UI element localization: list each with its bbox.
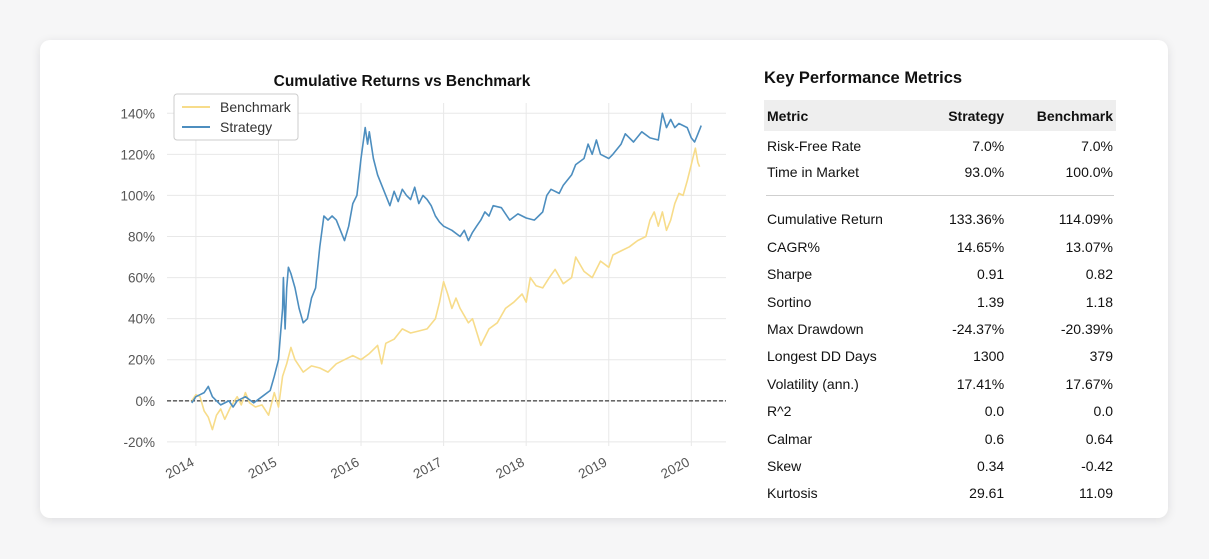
y-tick-label: 140% <box>120 106 155 121</box>
metrics-title: Key Performance Metrics <box>764 69 963 87</box>
strategy-value: 0.0 <box>984 403 1005 420</box>
benchmark-value: 114.09% <box>1058 211 1113 228</box>
metric-row: Time in Market 93.0% 100.0% <box>764 158 1116 185</box>
metric-row: Skew 0.34 -0.42 <box>764 452 1116 479</box>
metrics-body: Risk-Free Rate 7.0% 7.0% Time in Market 93.0… <box>764 131 1116 507</box>
series-lines <box>191 112 702 431</box>
chart-title: Cumulative Returns vs Benchmark <box>274 73 531 90</box>
metric-name: Kurtosis <box>767 485 818 502</box>
metrics-table: Metric Strategy Benchmark Risk-Free Rate… <box>764 100 1116 507</box>
metric-name: Time in Market <box>767 164 860 181</box>
metrics-panel: Key Performance Metrics Metric Strategy … <box>764 68 1116 507</box>
metric-row: Max Drawdown -24.37% -20.39% <box>764 315 1116 342</box>
y-axis-ticks: 140% 120% 100% 80% 60% 40% 20% 0% -20% <box>120 106 155 450</box>
benchmark-value: 0.64 <box>1085 430 1113 447</box>
strategy-value: 1.39 <box>976 293 1005 310</box>
metric-row: Sharpe 0.91 0.82 <box>764 261 1116 288</box>
y-tick-label: 60% <box>128 271 155 286</box>
benchmark-value: 11.09 <box>1079 485 1113 502</box>
x-tick-label: 2016 <box>328 454 362 481</box>
y-tick-label: 20% <box>128 353 155 368</box>
metric-name: Sortino <box>767 293 812 310</box>
metric-name: Skew <box>767 457 802 474</box>
column-header-metric: Metric <box>764 100 926 131</box>
y-tick-label: 40% <box>128 312 155 327</box>
strategy-value: 93.0% <box>964 164 1005 181</box>
benchmark-value: 17.67% <box>1065 375 1113 392</box>
x-tick-label: 2020 <box>658 454 692 481</box>
strategy-value: 7.0% <box>972 137 1005 154</box>
metric-name: Cumulative Return <box>767 211 883 228</box>
y-tick-label: 120% <box>120 147 155 162</box>
strategy-value: 0.6 <box>984 430 1005 447</box>
metric-name: Calmar <box>767 430 813 447</box>
strategy-value: -24.37% <box>952 321 1005 338</box>
y-tick-label: -20% <box>123 435 155 450</box>
benchmark-value: 0.82 <box>1085 266 1113 283</box>
strategy-value: 0.34 <box>976 457 1005 474</box>
metric-row: Calmar 0.6 0.64 <box>764 425 1116 452</box>
y-tick-label: 0% <box>135 394 155 409</box>
metric-name: R^2 <box>767 403 792 420</box>
metric-name: CAGR% <box>767 238 820 255</box>
x-tick-label: 2019 <box>576 454 610 481</box>
series-line-strategy <box>191 112 702 408</box>
benchmark-value: 100.0% <box>1065 164 1113 181</box>
metric-name: Volatility (ann.) <box>767 375 859 392</box>
benchmark-value: 7.0% <box>1081 137 1113 154</box>
divider-line <box>766 195 1114 197</box>
y-tick-label: 80% <box>128 230 155 245</box>
benchmark-value: 0.0 <box>1093 403 1113 420</box>
x-tick-label: 2017 <box>411 454 445 481</box>
metric-row: Risk-Free Rate 7.0% 7.0% <box>764 131 1116 158</box>
x-tick-label: 2018 <box>493 454 527 481</box>
legend-label: Benchmark <box>220 99 292 115</box>
strategy-value: 133.36% <box>948 211 1005 228</box>
benchmark-value: 1.18 <box>1085 293 1113 310</box>
x-axis-ticks: 2014 2015 2016 2017 2018 2019 2020 <box>163 454 692 482</box>
grid-lines <box>167 103 726 446</box>
legend-box <box>173 93 299 141</box>
strategy-value: 1300 <box>973 348 1005 365</box>
metrics-header-row: Metric Strategy Benchmark <box>764 100 1116 131</box>
metric-row: R^2 0.0 0.0 <box>764 398 1116 425</box>
strategy-value: 14.65% <box>956 238 1005 255</box>
metric-row: CAGR% 14.65% 13.07% <box>764 233 1116 260</box>
strategy-value: 0.91 <box>976 266 1005 283</box>
benchmark-value: 379 <box>1089 348 1113 365</box>
x-tick-label: 2015 <box>246 454 280 481</box>
y-tick-label: 100% <box>120 188 155 203</box>
metric-row: Volatility (ann.) 17.41% 17.67% <box>764 370 1116 397</box>
strategy-value: 17.41% <box>956 375 1005 392</box>
metric-row: Longest DD Days 1300 379 <box>764 343 1116 370</box>
metrics-divider <box>764 186 1116 206</box>
metric-name: Longest DD Days <box>767 348 877 365</box>
column-header-strategy: Strategy <box>925 100 1008 131</box>
metric-name: Sharpe <box>767 266 813 283</box>
column-header-benchmark: Benchmark <box>1007 100 1116 131</box>
cumulative-returns-chart: 140% 120% 100% 80% 60% 40% 20% 0% -20% 2014 2015 2… <box>100 68 800 538</box>
metric-row: Cumulative Return 133.36% 114.09% <box>764 206 1116 233</box>
legend-label: Strategy <box>220 119 272 135</box>
metric-row: Sortino 1.39 1.18 <box>764 288 1116 315</box>
chart-legend: Benchmark Strategy <box>173 93 299 141</box>
benchmark-value: -0.42 <box>1081 457 1113 474</box>
metrics-divider-cell <box>764 186 1116 206</box>
series-line-benchmark <box>191 147 701 431</box>
x-tick-label: 2014 <box>163 454 197 482</box>
metric-row: Kurtosis 29.61 11.09 <box>764 480 1116 507</box>
report-card: 140% 120% 100% 80% 60% 40% 20% 0% -20% 2014 2015 2… <box>40 40 1168 518</box>
benchmark-value: 13.07% <box>1065 238 1113 255</box>
metric-name: Max Drawdown <box>767 321 864 338</box>
strategy-value: 29.61 <box>969 485 1005 502</box>
benchmark-value: -20.39% <box>1060 321 1113 338</box>
chart-canvas: 140%120%100%80%60%40%20%0%-20% 2014 2015 2… <box>120 73 726 482</box>
metric-name: Risk-Free Rate <box>767 137 862 154</box>
